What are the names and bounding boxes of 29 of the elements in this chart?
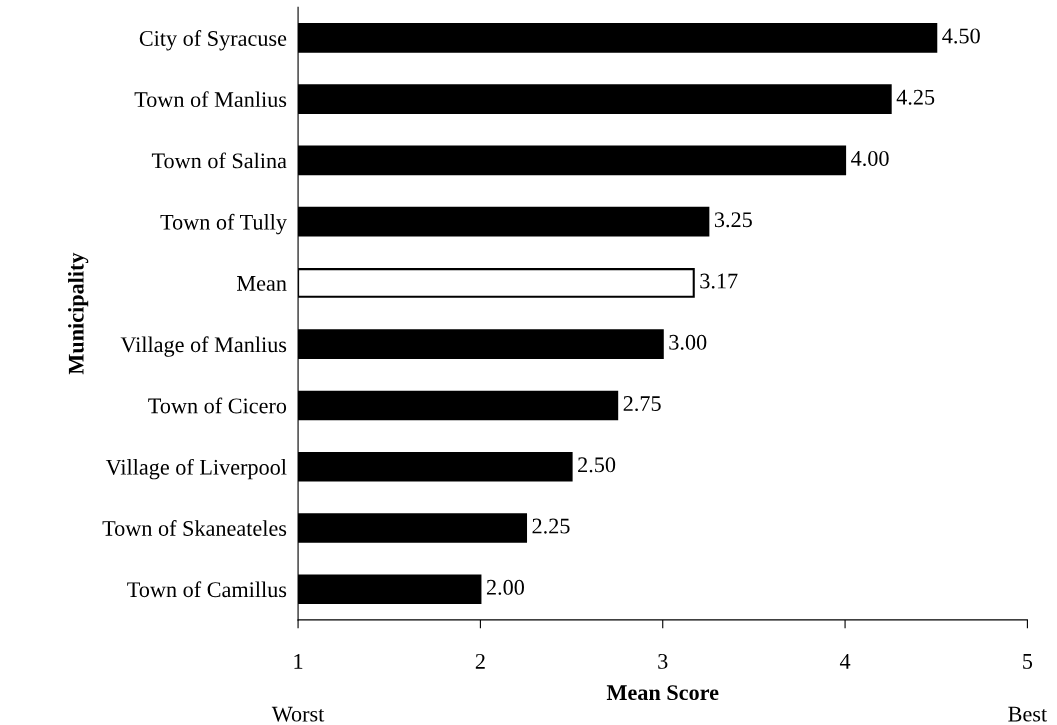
x-axis-title: Mean Score [606,685,719,701]
text: Best [1008,706,1048,722]
y-tick-label: City of Syracuse [139,30,287,51]
y-axis-title: Municipality [68,252,89,375]
x-tick-label: 5 [1023,654,1033,669]
data-label: 2.75 [623,396,661,412]
x-tick-label: 1 [294,653,303,669]
y-tick-label: Town of Skaneateles [102,520,287,536]
y-tick-label: Town of Manlius [134,91,287,108]
data-label: 4.50 [942,28,980,44]
data-label: 3.25 [714,212,752,228]
y-tick-label: Town of Cicero [148,397,287,414]
data-label: 4.00 [851,150,889,167]
text: Worst [271,706,325,722]
data-label: 3.17 [700,273,738,289]
y-tick-label: Town of Tully [160,213,287,235]
data-label: 2.00 [486,579,524,595]
y-tick-label: Town of Camillus [127,581,287,598]
data-label: 3.00 [669,334,707,350]
y-tick-label: Mean [237,276,287,291]
y-tick-label: Town of Salina [151,152,287,169]
y-tick-label: Village of Manlius [120,336,287,357]
x-tick-label: 3 [658,653,668,669]
data-label: 4.25 [896,89,935,105]
x-tick-label: 4 [839,654,851,669]
data-label: 2.50 [578,457,616,473]
data-label: 2.25 [532,518,570,534]
y-tick-label: Village of Liverpool [105,458,287,480]
x-tick-label: 2 [475,653,485,669]
